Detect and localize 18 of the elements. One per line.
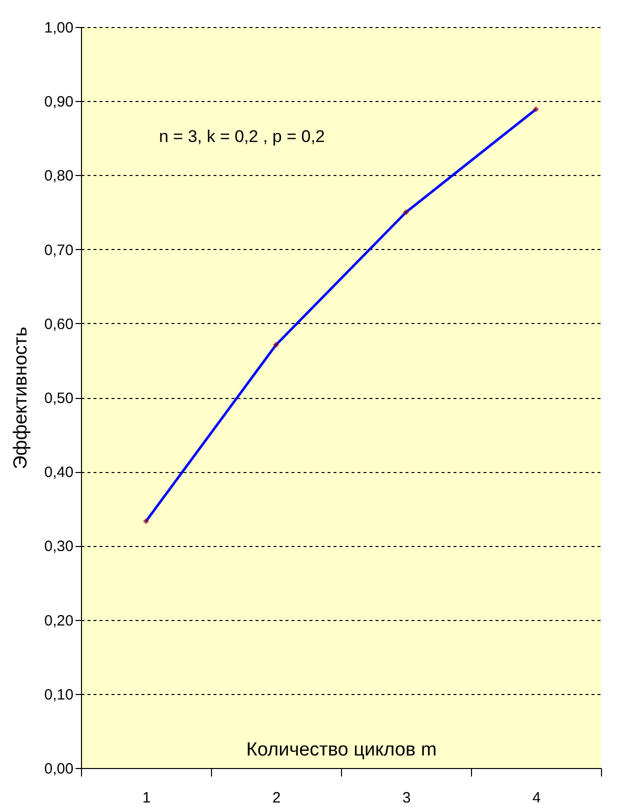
y-tick-label: 0,90: [44, 94, 74, 111]
y-axis-title: Эффективность: [10, 326, 32, 470]
y-tick-label: 0,80: [44, 168, 74, 185]
y-tick-label: 0,30: [44, 538, 74, 556]
y-tick-label: 0,10: [44, 686, 74, 704]
annotation: n = 3, k = 0,2 , p = 0,2: [159, 127, 325, 146]
x-tick-label: 2: [272, 790, 281, 806]
x-tick-label: 4: [532, 790, 541, 806]
y-tick-label: 0,00: [44, 760, 74, 778]
y-tick-label: 0,60: [44, 316, 74, 333]
y-tick-label: 1,00: [44, 20, 74, 36]
x-tick-label: 1: [142, 790, 151, 806]
y-tick-label: 0,50: [44, 390, 74, 407]
y-tick-label: 0,40: [44, 464, 74, 482]
y-tick-label: 0,70: [44, 242, 74, 259]
x-tick-label: 3: [402, 790, 411, 806]
y-tick-label: 0,20: [44, 612, 74, 630]
x-axis-title: Количество циклов m: [246, 740, 437, 760]
